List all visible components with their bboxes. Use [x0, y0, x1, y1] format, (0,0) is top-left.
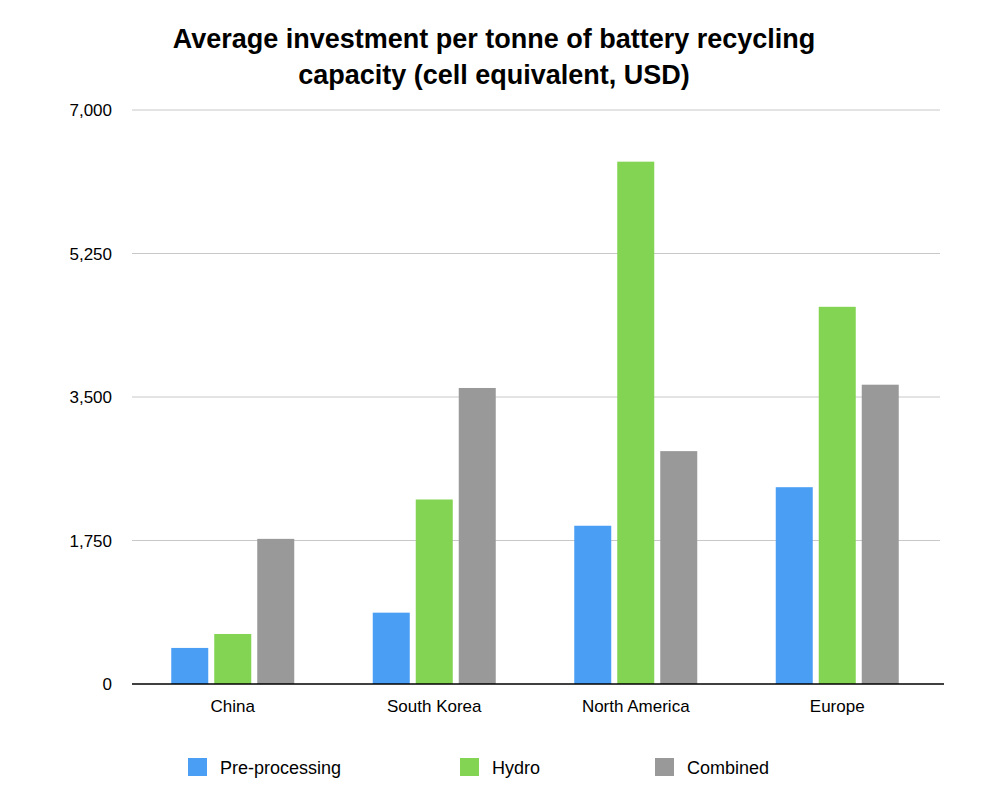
bar — [862, 385, 899, 684]
grid-line — [132, 253, 940, 254]
bar — [416, 500, 453, 685]
legend-swatch — [188, 758, 207, 776]
legend-swatch — [655, 758, 674, 776]
y-tick-label: 5,250 — [69, 245, 112, 264]
y-tick-label: 3,500 — [69, 388, 112, 407]
bar — [373, 613, 410, 684]
bar — [257, 539, 294, 684]
title: Average investment per tonne of battery … — [173, 24, 816, 90]
bar — [171, 648, 208, 684]
x-tick-label: North America — [582, 697, 690, 716]
bar — [574, 526, 611, 684]
legend-swatch — [460, 758, 479, 776]
title-line: capacity (cell equivalent, USD) — [298, 60, 690, 90]
x-tick-label: Europe — [810, 697, 865, 716]
bar — [459, 388, 496, 684]
x-axis-line — [132, 683, 944, 685]
x-tick-label: South Korea — [387, 697, 482, 716]
legend-label: Hydro — [492, 758, 540, 778]
legend-label: Combined — [687, 758, 769, 778]
bar — [660, 451, 697, 684]
chart: Average investment per tonne of battery … — [0, 0, 988, 808]
bar — [819, 307, 856, 684]
bar — [617, 162, 654, 684]
y-tick-label: 7,000 — [69, 101, 112, 120]
title-line: Average investment per tonne of battery … — [173, 24, 816, 54]
grid-line — [132, 110, 940, 111]
y-tick-label: 0 — [103, 675, 112, 694]
bar — [214, 634, 251, 684]
y-tick-label: 1,750 — [69, 532, 112, 551]
bar — [776, 487, 813, 684]
x-tick-label: China — [211, 697, 256, 716]
bars — [171, 162, 899, 684]
legend-label: Pre-processing — [220, 758, 341, 778]
